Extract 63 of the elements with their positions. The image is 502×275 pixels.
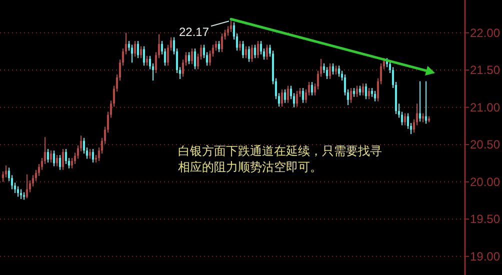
y-tick-label: 20.00 <box>470 174 500 189</box>
candlestick <box>140 46 142 59</box>
candlestick <box>311 81 313 96</box>
candlestick <box>191 48 193 65</box>
candlestick <box>254 44 256 59</box>
candlestick <box>239 40 241 52</box>
y-tick-label: 21.50 <box>470 63 500 78</box>
candlestick <box>83 137 85 154</box>
candlestick <box>134 40 136 58</box>
candlestick <box>332 62 334 76</box>
candlestick <box>350 87 352 104</box>
y-tick-label: 19.50 <box>470 212 500 226</box>
candlestick <box>329 62 331 80</box>
candlestick <box>359 85 361 96</box>
candlestick <box>71 157 73 169</box>
candlestick <box>59 154 61 170</box>
candlestick <box>146 55 148 66</box>
candlestick <box>242 40 244 59</box>
candlestick <box>218 40 220 53</box>
y-tick-label: 21.00 <box>470 100 500 114</box>
candlestick <box>62 148 64 170</box>
annotation: 白银方面下跌通道在延续，只需要找寻相应的阻力顺势沽空即可。 <box>178 143 383 175</box>
candlestick <box>5 164 7 178</box>
candlestick <box>56 154 58 167</box>
candlestick <box>296 90 298 108</box>
candlestick <box>65 148 67 164</box>
candlestick <box>257 40 259 59</box>
candlestick <box>281 88 283 108</box>
candlestick <box>137 40 139 59</box>
candlestick <box>356 85 358 98</box>
candlestick <box>245 46 247 59</box>
y-tick-label: 20.50 <box>470 138 500 152</box>
candlestick <box>194 48 196 70</box>
candlestick <box>131 44 133 64</box>
candlestick <box>251 44 253 62</box>
candlestick <box>47 148 49 163</box>
candlestick <box>248 46 250 62</box>
candlestick <box>284 88 286 104</box>
candlestick <box>365 82 367 100</box>
candlestick <box>221 33 223 53</box>
candlestick <box>266 44 268 60</box>
candlestick <box>188 52 190 65</box>
candlestick <box>419 80 421 122</box>
candlestick <box>26 174 28 199</box>
candlestick <box>53 150 55 167</box>
candlestick <box>404 112 406 126</box>
candlestick <box>143 46 145 66</box>
candlestick <box>338 65 340 78</box>
candlestick <box>230 20 232 33</box>
annotation: 22.17 <box>178 25 210 40</box>
candlestick <box>92 148 94 163</box>
candlestick <box>287 85 289 104</box>
candlestick <box>374 90 376 102</box>
candlestick <box>50 150 52 163</box>
y-tick-label: 19.00 <box>470 249 500 264</box>
candlestick <box>20 188 22 200</box>
candlestick <box>17 186 19 198</box>
candlestick <box>368 87 370 100</box>
candlestick <box>326 66 328 80</box>
candlestick <box>302 87 304 104</box>
y-tick-label: 22.00 <box>470 26 500 40</box>
candlestick <box>362 82 364 96</box>
candlestick <box>89 148 91 160</box>
